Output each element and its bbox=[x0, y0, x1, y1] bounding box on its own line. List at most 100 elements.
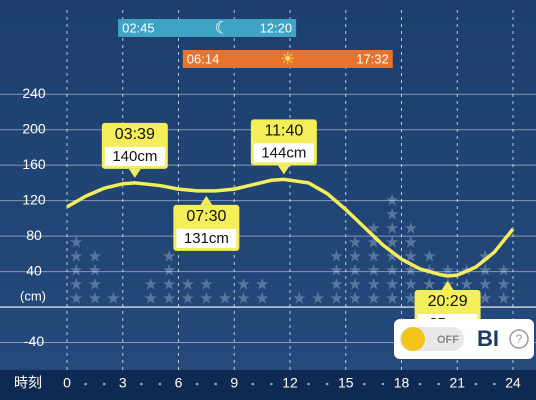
callout-value: 140cm bbox=[112, 148, 157, 165]
activity-star: ★ bbox=[69, 248, 83, 265]
activity-star: ★ bbox=[69, 290, 83, 307]
callout-pointer bbox=[200, 195, 213, 205]
activity-star: ★ bbox=[329, 276, 343, 293]
activity-star: ★ bbox=[404, 220, 418, 237]
callout-pointer bbox=[441, 281, 454, 291]
activity-star: ★ bbox=[311, 290, 325, 307]
sun-end: 17:32 bbox=[356, 51, 389, 66]
activity-star: ★ bbox=[181, 290, 195, 307]
sun-start: 06:14 bbox=[187, 51, 220, 66]
activity-star: ★ bbox=[366, 248, 380, 265]
x-tick-label: 21 bbox=[449, 375, 465, 391]
hour-dot bbox=[307, 382, 310, 386]
y-tick-label: 240 bbox=[22, 85, 46, 101]
activity-star: ★ bbox=[385, 248, 399, 265]
activity-star: ★ bbox=[366, 262, 380, 279]
activity-star: ★ bbox=[459, 276, 473, 293]
activity-star: ★ bbox=[143, 290, 157, 307]
activity-column: ★ bbox=[218, 290, 232, 307]
x-tick-label: 18 bbox=[394, 375, 410, 391]
toggle-panel[interactable]: OFF BI ? bbox=[394, 319, 534, 359]
activity-star: ★ bbox=[385, 206, 399, 223]
activity-star: ★ bbox=[385, 290, 399, 307]
activity-column: ★★★★ bbox=[162, 248, 176, 307]
callout-inner bbox=[253, 143, 314, 163]
activity-column: ★ bbox=[311, 290, 325, 307]
activity-star: ★ bbox=[236, 276, 250, 293]
tide-line bbox=[66, 177, 515, 278]
x-axis-strip bbox=[0, 370, 536, 400]
callout-pointer bbox=[277, 165, 290, 175]
moon-bar bbox=[118, 19, 297, 37]
activity-star: ★ bbox=[255, 290, 269, 307]
activity-star: ★ bbox=[348, 262, 362, 279]
activity-star: ★ bbox=[88, 262, 102, 279]
activity-star: ★ bbox=[255, 276, 269, 293]
activity-star: ★ bbox=[69, 234, 83, 251]
activity-star: ★ bbox=[292, 290, 306, 307]
activity-star: ★ bbox=[218, 290, 232, 307]
callout-time: 07:30 bbox=[186, 208, 226, 225]
activity-star: ★ bbox=[143, 276, 157, 293]
activity-star: ★ bbox=[385, 220, 399, 237]
activity-star: ★ bbox=[88, 290, 102, 307]
activity-star: ★ bbox=[162, 290, 176, 307]
y-tick-label: 40 bbox=[26, 262, 42, 278]
help-circle bbox=[509, 329, 529, 349]
callout-value: 131cm bbox=[184, 230, 229, 247]
callout-inner bbox=[176, 228, 237, 248]
activity-star: ★ bbox=[478, 290, 492, 307]
hour-dot bbox=[381, 382, 385, 386]
activity-star: ★ bbox=[329, 290, 343, 307]
activity-star: ★ bbox=[348, 248, 362, 265]
activity-column: ★★ bbox=[181, 276, 195, 307]
activity-star: ★ bbox=[385, 234, 399, 251]
activity-star: ★ bbox=[497, 262, 511, 279]
hour-dot bbox=[140, 382, 143, 386]
callout-value: 144cm bbox=[261, 144, 306, 161]
activity-column: ★ bbox=[292, 290, 306, 307]
hour-dot bbox=[214, 382, 217, 386]
hour-dot bbox=[363, 382, 366, 386]
activity-star: ★ bbox=[404, 234, 418, 251]
moon-end: 12:20 bbox=[260, 20, 293, 35]
x-tick-label: 6 bbox=[175, 375, 183, 391]
hour-dot bbox=[270, 382, 273, 386]
activity-column: ★★★★ bbox=[478, 248, 492, 307]
x-tick-label: 3 bbox=[119, 375, 127, 391]
hour-dot bbox=[474, 382, 478, 386]
x-axis-label: 時刻 bbox=[14, 375, 42, 391]
activity-star: ★ bbox=[348, 276, 362, 293]
activity-column: ★★ bbox=[236, 276, 250, 307]
x-tick-label: 0 bbox=[63, 375, 71, 391]
activity-star: ★ bbox=[329, 262, 343, 279]
toggle-label: OFF bbox=[437, 334, 459, 346]
y-tick-label: 120 bbox=[22, 191, 46, 207]
activity-star: ★ bbox=[348, 290, 362, 307]
activity-star: ★ bbox=[478, 262, 492, 279]
activity-column: ★★ bbox=[255, 276, 269, 307]
x-tick-label: 9 bbox=[230, 375, 238, 391]
activity-star: ★ bbox=[366, 276, 380, 293]
activity-star: ★ bbox=[181, 276, 195, 293]
activity-column: ★★★★★ bbox=[69, 234, 83, 307]
activity-star: ★ bbox=[329, 248, 343, 265]
callout-inner bbox=[104, 146, 165, 166]
y-tick-label: 160 bbox=[22, 156, 46, 172]
activity-star: ★ bbox=[385, 192, 399, 209]
activity-star: ★ bbox=[366, 290, 380, 307]
hour-dot bbox=[418, 382, 422, 386]
activity-column: ★★★★ bbox=[88, 248, 102, 307]
help: ? bbox=[516, 332, 523, 346]
moon-start: 02:45 bbox=[122, 20, 155, 35]
activity-star: ★ bbox=[422, 276, 436, 293]
activity-column: ★★★★★ bbox=[348, 234, 362, 307]
activity-star: ★ bbox=[497, 276, 511, 293]
activity-column: ★★★★ bbox=[329, 248, 343, 307]
activity-star: ★ bbox=[88, 248, 102, 265]
toggle-knob bbox=[401, 327, 425, 351]
activity-star: ★ bbox=[404, 276, 418, 293]
hour-dot bbox=[102, 382, 106, 386]
badge: BI bbox=[477, 326, 499, 351]
